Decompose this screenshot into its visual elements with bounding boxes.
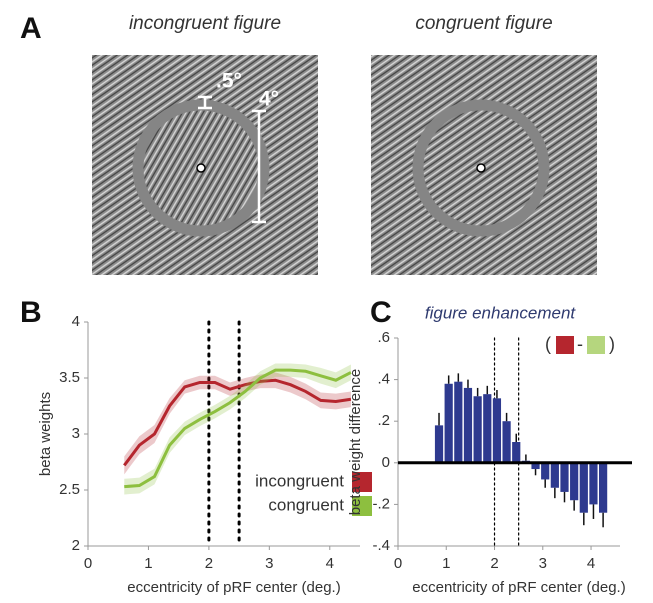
x-tick-label: 2 [490, 555, 498, 572]
x-tick-label: 3 [265, 555, 273, 572]
y-tick-label: .2 [377, 412, 390, 429]
bar [435, 425, 443, 462]
bar [551, 463, 559, 488]
x-tick-label: 1 [144, 555, 152, 572]
legend-text: ( [545, 334, 551, 354]
bar [464, 388, 472, 463]
legend-swatch [556, 336, 574, 354]
x-tick-label: 3 [539, 555, 547, 572]
x-tick-label: 1 [442, 555, 450, 572]
y-tick-label: 3 [72, 425, 80, 442]
x-tick-label: 4 [326, 555, 334, 572]
bar [570, 463, 578, 500]
bar [454, 382, 462, 463]
panel-label: B [20, 296, 42, 329]
bar [560, 463, 568, 492]
annotation: .5° [216, 70, 242, 93]
bar [493, 398, 501, 462]
stimulus-title: congruent figure [415, 13, 552, 34]
y-tick-label: -.4 [372, 537, 390, 554]
bar [483, 394, 491, 463]
bar [512, 442, 520, 463]
bar [541, 463, 549, 480]
y-tick-label: -.2 [372, 495, 390, 512]
panel-label: C [370, 296, 392, 329]
legend-label: incongruent [255, 471, 344, 490]
y-tick-label: 4 [72, 313, 80, 330]
legend-text: ) [609, 334, 615, 354]
stimulus-title: incongruent figure [129, 13, 281, 34]
legend-text: - [577, 334, 583, 354]
y-axis-label: beta weight difference [347, 369, 364, 516]
legend-swatch [587, 336, 605, 354]
y-tick-label: .4 [377, 371, 390, 388]
stimulus-incongruent [92, 55, 318, 275]
chart-title: figure enhancement [425, 303, 577, 322]
y-axis-label: beta weights [37, 392, 54, 476]
annotation: 4° [259, 88, 279, 111]
y-tick-label: 2.5 [59, 481, 80, 498]
y-tick-label: 2 [72, 537, 80, 554]
bar [599, 463, 607, 513]
bar [502, 421, 510, 463]
y-tick-label: .6 [377, 329, 390, 346]
y-tick-label: 0 [382, 454, 390, 471]
bar [474, 396, 482, 463]
x-tick-label: 0 [84, 555, 92, 572]
bar [445, 384, 453, 463]
legend-label: congruent [268, 495, 344, 514]
stimulus-congruent [371, 55, 597, 275]
x-tick-label: 4 [587, 555, 595, 572]
panel-label: A [20, 12, 42, 45]
y-tick-label: 3.5 [59, 369, 80, 386]
figure: A incongruent figure congruent figure .5… [0, 0, 653, 598]
x-axis-label: eccentricity of pRF center (deg.) [127, 579, 340, 596]
bar [589, 463, 597, 505]
x-axis-label: eccentricity of pRF center (deg.) [412, 579, 625, 596]
x-tick-label: 0 [394, 555, 402, 572]
bar [580, 463, 588, 513]
x-tick-label: 2 [205, 555, 213, 572]
